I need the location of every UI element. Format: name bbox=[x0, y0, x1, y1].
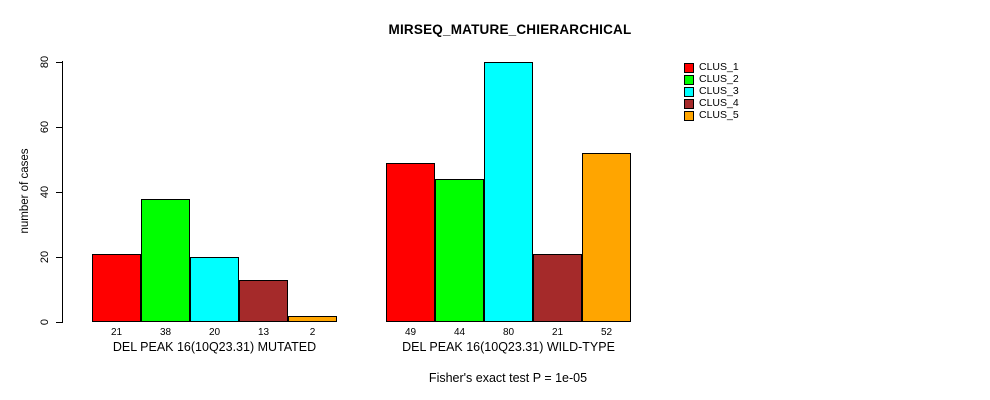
legend-label: CLUS_1 bbox=[699, 61, 739, 73]
y-tick bbox=[56, 191, 62, 193]
bar-clus_4 bbox=[239, 279, 288, 322]
bar-clus_5 bbox=[582, 153, 631, 322]
y-tick bbox=[56, 256, 62, 258]
legend-swatch bbox=[684, 86, 694, 97]
fisher-test-caption: Fisher's exact test P = 1e-05 bbox=[428, 371, 588, 385]
legend-item: CLUS_3 bbox=[684, 86, 739, 97]
legend-label: CLUS_4 bbox=[699, 97, 739, 109]
y-tick bbox=[56, 321, 62, 323]
legend-label: CLUS_2 bbox=[699, 73, 739, 85]
bar-clus_5 bbox=[288, 315, 337, 322]
legend-swatch bbox=[684, 62, 694, 73]
bar-value-label: 21 bbox=[110, 327, 123, 338]
y-axis-label: number of cases bbox=[19, 148, 31, 234]
legend-swatch bbox=[684, 74, 694, 85]
legend-item: CLUS_2 bbox=[684, 74, 739, 85]
bar-clus_1 bbox=[92, 253, 141, 322]
bar-clus_2 bbox=[141, 198, 190, 322]
y-tick bbox=[56, 61, 62, 63]
legend-item: CLUS_5 bbox=[684, 110, 739, 121]
bar-value-label: 80 bbox=[502, 327, 515, 338]
bar-clus_3 bbox=[190, 257, 239, 322]
y-tick-label: 40 bbox=[39, 185, 51, 199]
bar-value-label: 52 bbox=[600, 327, 613, 338]
bar-value-label: 38 bbox=[159, 327, 172, 338]
y-tick-label: 0 bbox=[39, 318, 51, 326]
bar-clus_2 bbox=[435, 179, 484, 322]
y-tick-label: 80 bbox=[39, 55, 51, 69]
legend-item: CLUS_1 bbox=[684, 62, 739, 73]
chart-title: MIRSEQ_MATURE_CHIERARCHICAL bbox=[388, 22, 632, 37]
y-tick-label: 20 bbox=[39, 250, 51, 264]
legend-label: CLUS_3 bbox=[699, 85, 739, 97]
legend: CLUS_1 CLUS_2 CLUS_3 CLUS_4 CLUS_5 bbox=[684, 62, 739, 122]
legend-label: CLUS_5 bbox=[699, 109, 739, 121]
bar-clus_3 bbox=[484, 62, 533, 322]
group-label: DEL PEAK 16(10Q23.31) MUTATED bbox=[112, 340, 317, 354]
bar-value-label: 21 bbox=[551, 327, 564, 338]
legend-swatch bbox=[684, 98, 694, 109]
legend-swatch bbox=[684, 110, 694, 121]
y-tick-label: 60 bbox=[39, 120, 51, 134]
bar-clus_4 bbox=[533, 253, 582, 322]
bar-value-label: 2 bbox=[309, 327, 316, 338]
bar-clus_1 bbox=[386, 162, 435, 322]
legend-item: CLUS_4 bbox=[684, 98, 739, 109]
bar-value-label: 13 bbox=[257, 327, 270, 338]
y-tick bbox=[56, 126, 62, 128]
group-label: DEL PEAK 16(10Q23.31) WILD-TYPE bbox=[402, 340, 615, 354]
bar-value-label: 44 bbox=[453, 327, 466, 338]
bar-value-label: 20 bbox=[208, 327, 221, 338]
y-axis-line bbox=[62, 61, 63, 323]
bar-value-label: 49 bbox=[404, 327, 417, 338]
